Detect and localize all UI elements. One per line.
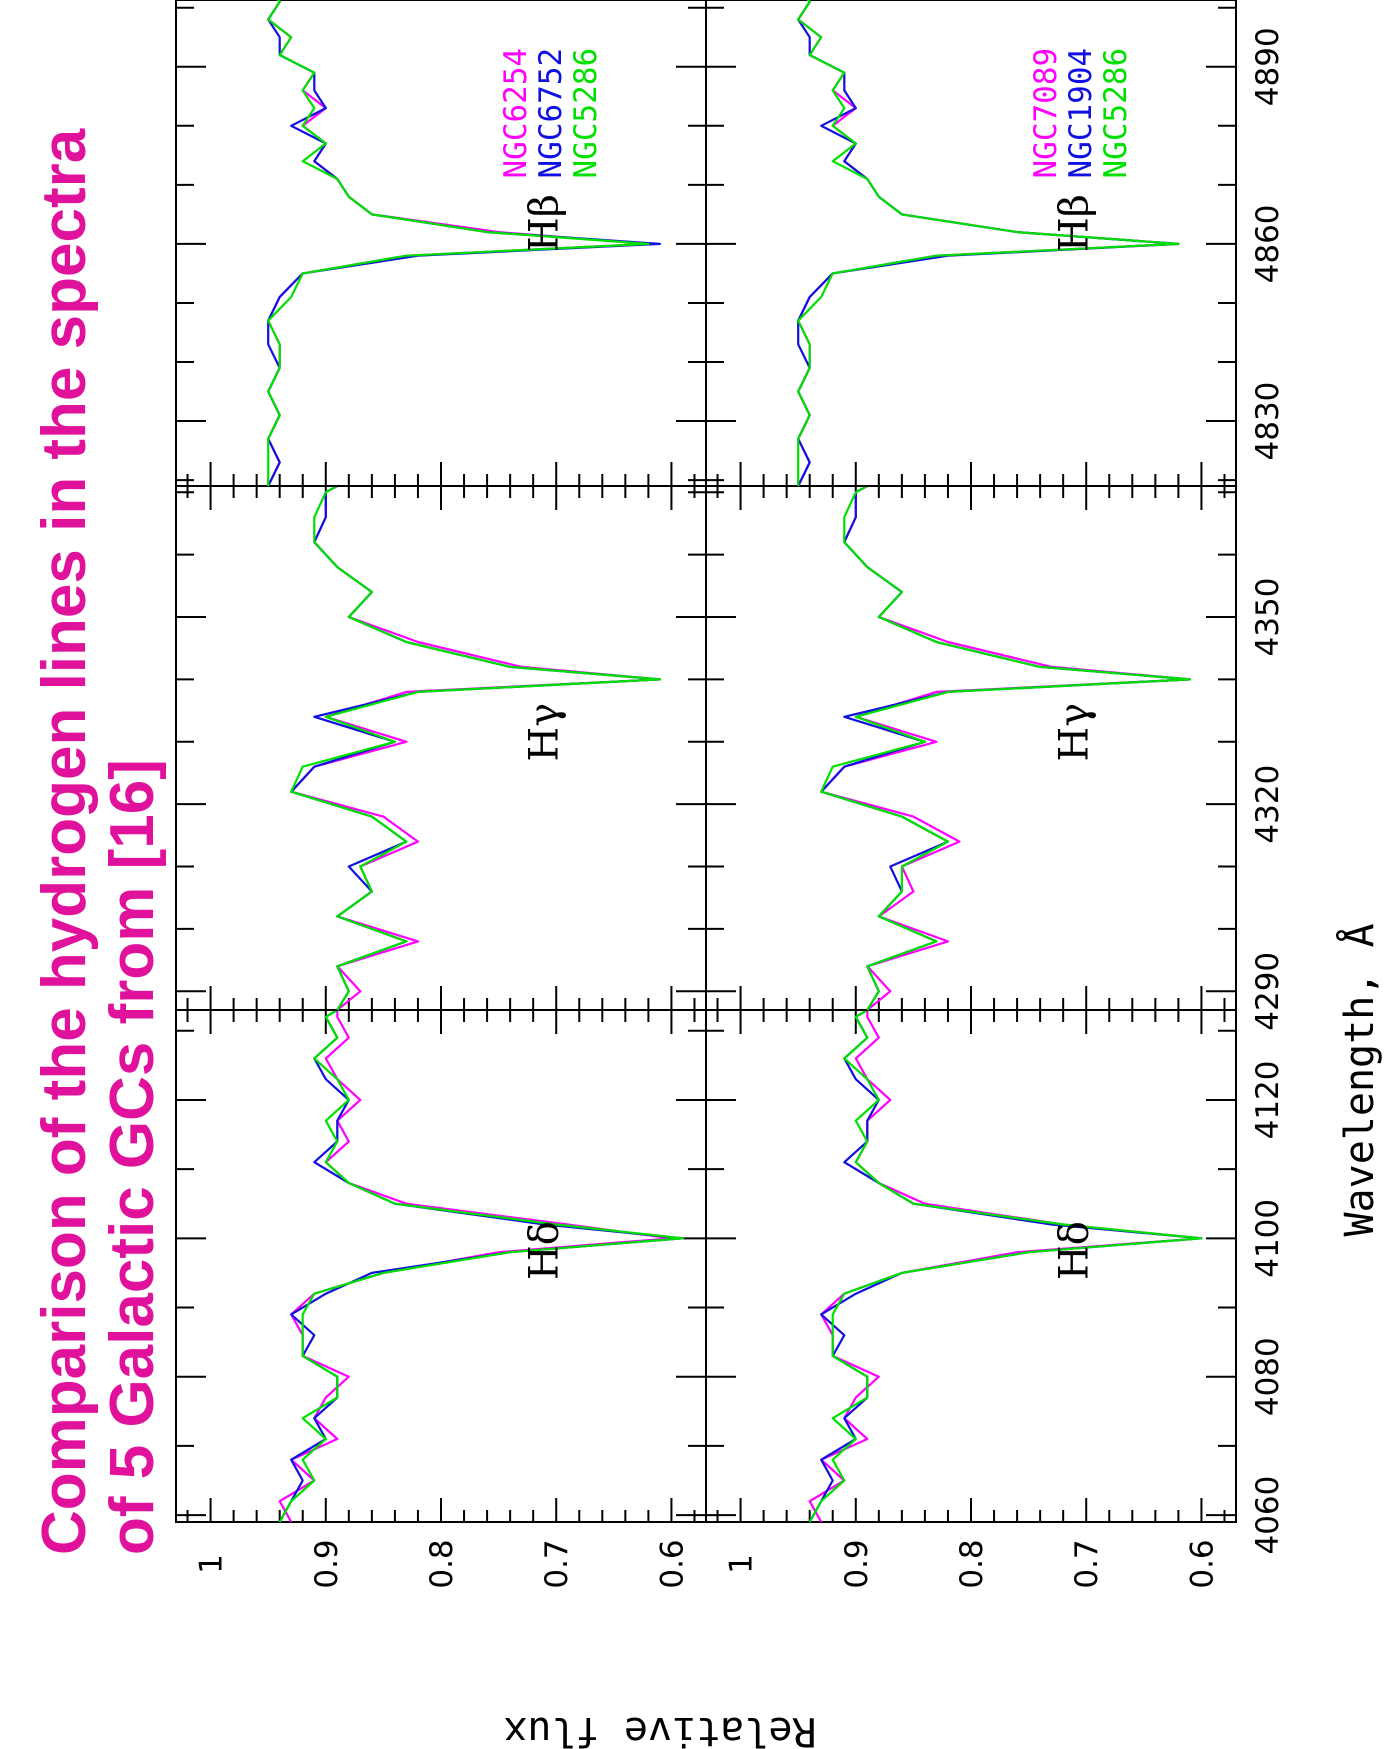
series-line-NGC5286 <box>797 0 1180 486</box>
y-tick-label: 1 <box>724 1554 760 1574</box>
y-tick-label: 0.8 <box>424 1539 460 1588</box>
x-tick-label: 4890 <box>1250 27 1286 106</box>
series-line-NGC6752 <box>278 1009 685 1523</box>
panel-frame <box>175 1009 707 1523</box>
series-line-NGC5286 <box>808 1009 1203 1523</box>
series-line-NGC5286 <box>267 0 650 486</box>
spectral-line-label: Hδ <box>522 1221 568 1280</box>
panel-2-3: Hβ NGC7089 NGC1904 NGC5286 4830 4860 4890 <box>705 0 1286 487</box>
legend-entry-NGC6254: NGC6254 <box>498 48 534 179</box>
x-tick-label: 4080 <box>1250 1337 1286 1416</box>
spectral-line-label: Hδ <box>1052 1221 1098 1280</box>
panel-frame <box>705 485 1237 1011</box>
y-tick-label: 0.7 <box>539 1539 575 1588</box>
figure-title: Comparison of the hydrogen lines in the … <box>30 128 167 1555</box>
series-line-NGC6752 <box>290 485 661 1011</box>
y-tick-label: 0.9 <box>309 1539 345 1588</box>
y-tick-label: 0.8 <box>954 1539 990 1588</box>
legend-entry-NGC5286: NGC5286 <box>1098 48 1134 179</box>
title-line-1: Comparison of the hydrogen lines in the … <box>30 128 99 1555</box>
y-tick-label: 0.7 <box>1069 1539 1105 1588</box>
legend-entry-NGC5286: NGC5286 <box>568 48 604 179</box>
y-tick-label: 0.6 <box>1184 1539 1220 1588</box>
y-tick-label: 0.9 <box>839 1539 875 1588</box>
panel-2-2: Hγ 4290 4320 4350 <box>705 485 1286 1031</box>
x-tick-label: 4350 <box>1250 578 1286 657</box>
panel-2-1: Hδ 4060 4080 4100 4120 1 0.9 0.8 0.7 0.6 <box>705 1009 1286 1589</box>
y-axis-label: Relative flux <box>503 1708 816 1749</box>
x-tick-label: 4860 <box>1250 204 1286 283</box>
x-tick-label: 4100 <box>1250 1199 1286 1278</box>
series-line-NGC7089 <box>820 485 1191 1011</box>
series-line-NGC1904 <box>820 485 1191 1011</box>
series-line-NGC5286 <box>820 485 1191 1011</box>
series-line-NGC7089 <box>808 1010 1203 1523</box>
spectral-line-label: Hγ <box>1052 703 1098 762</box>
panel-1-1: Hδ 1 0.9 0.8 0.7 0.6 <box>175 1009 707 1589</box>
series-line-NGC6254 <box>290 485 661 1011</box>
series-line-NGC5286 <box>290 485 661 1011</box>
x-tick-label: 4830 <box>1250 382 1286 461</box>
legend-entry-NGC7089: NGC7089 <box>1028 48 1064 179</box>
x-tick-label: 4290 <box>1250 952 1286 1031</box>
spectral-line-label: Hβ <box>1052 194 1098 252</box>
panel-1-2: Hγ <box>175 485 707 1011</box>
series-line-NGC6254 <box>278 1010 673 1523</box>
panel-frame <box>705 1009 1237 1523</box>
title-line-2: of 5 Galactic GCs from [16] <box>98 759 167 1555</box>
legend-entry-NGC1904: NGC1904 <box>1063 48 1099 179</box>
y-tick-label: 1 <box>194 1554 230 1574</box>
legend-entry-NGC6752: NGC6752 <box>533 48 569 179</box>
x-tick-label: 4120 <box>1250 1060 1286 1139</box>
x-tick-label: 4060 <box>1250 1476 1286 1555</box>
series-line-NGC5286 <box>278 1009 685 1523</box>
x-axis-label: Wavelength, Å <box>1335 923 1383 1236</box>
y-tick-label: 0.6 <box>654 1539 690 1588</box>
series-line-NGC1904 <box>808 1009 1203 1523</box>
x-tick-label: 4320 <box>1250 765 1286 844</box>
panel-1-3: Hβ NGC6254 NGC6752 NGC5286 <box>175 0 707 487</box>
spectral-line-label: Hγ <box>522 703 568 762</box>
spectral-line-label: Hβ <box>522 194 568 252</box>
panel-frame <box>175 485 707 1011</box>
